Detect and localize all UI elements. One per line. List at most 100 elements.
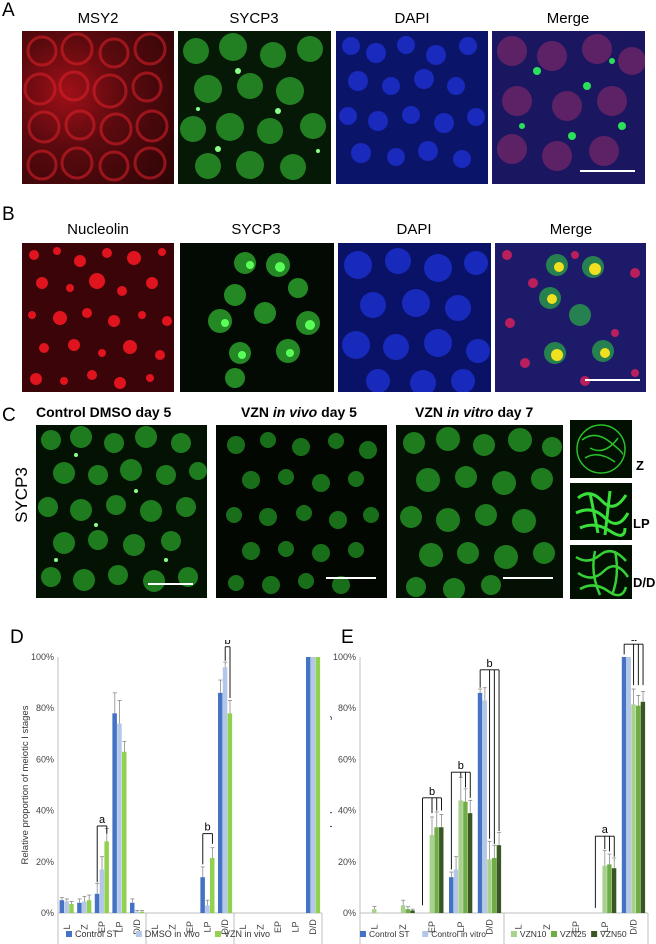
panel-d-category-label: D/D — [308, 919, 318, 935]
panel-b-nucleolin-image — [22, 243, 174, 392]
panel-b-label: B — [2, 204, 15, 225]
panel-d-bar — [134, 911, 140, 913]
panel-e-bar — [405, 909, 410, 913]
panel-b-scale-bar — [585, 379, 640, 381]
panel-c-stage-dd-label: D/D — [633, 575, 656, 590]
panel-a-label: A — [2, 0, 15, 21]
panel-c-stage-dd-texture — [575, 549, 630, 597]
panel-e-bar — [607, 864, 612, 913]
panel-e-bar — [434, 827, 439, 913]
panel-e-bar — [496, 845, 502, 913]
panel-c-stage-lp-label: LP — [633, 516, 650, 531]
panel-e-category-label: EP — [427, 921, 437, 933]
panel-e-legend-swatch — [510, 931, 517, 937]
panel-d-legend-label: DMSO in vivo — [145, 929, 200, 939]
panel-d-bar — [310, 657, 316, 913]
panel-d-category-label: L — [238, 924, 248, 929]
panel-e-legend-label: Control ST — [369, 929, 410, 939]
panel-c-label: C — [2, 405, 16, 426]
panel-a-msy2-texture — [23, 32, 169, 182]
panel-e-label: E — [341, 627, 354, 648]
panel-d-bar — [139, 911, 145, 913]
panel-c-stage-lp-image — [570, 483, 632, 540]
panel-e-y-tick-label: 100% — [333, 652, 356, 662]
panel-e-bar — [453, 869, 459, 913]
panel-e-category-label: D/D — [485, 919, 495, 935]
panel-b-title-3: DAPI — [396, 221, 432, 238]
panel-c-vzn-vitro-texture — [400, 427, 562, 598]
panel-d-bar — [117, 723, 122, 913]
panel-d-bar — [94, 893, 100, 913]
panel-c-subtitle-3-post: day 7 — [493, 404, 534, 420]
panel-c-subtitle-2-post: day 5 — [317, 404, 357, 420]
panel-d-y-tick-label: 0% — [41, 908, 54, 918]
panel-e-bar — [640, 701, 646, 913]
panel-b-title-2: SYCP3 — [231, 221, 281, 238]
panel-d-bar — [64, 901, 69, 913]
panel-d-bar — [69, 904, 74, 913]
panel-e-bar — [635, 705, 641, 913]
panel-e-bar — [372, 909, 377, 913]
panel-a-merge-texture — [497, 34, 645, 171]
panel-e-bar — [491, 857, 497, 913]
panel-a-msy2-image — [22, 31, 174, 184]
panel-d-bar — [315, 657, 321, 913]
panel-d-y-axis-label: Relative proportion of meiotic I stages — [20, 705, 31, 864]
panel-e-significance-label: a — [602, 824, 609, 836]
panel-d-significance-label: b — [225, 640, 231, 647]
panel-a-title-1: MSY2 — [77, 10, 119, 27]
panel-a-merge-image — [492, 31, 645, 184]
panel-c-control-image — [36, 425, 207, 598]
panel-b-dapi-image — [338, 243, 491, 392]
panel-e-legend-label: VZN25 — [560, 929, 587, 939]
panel-c-subtitle-1-text: Control DMSO day 5 — [36, 404, 172, 420]
panel-e-bar — [439, 827, 444, 913]
panel-b-merge-image — [495, 243, 646, 392]
panel-e-bar — [400, 905, 406, 913]
panel-a-dapi-image — [336, 31, 488, 184]
panel-c-stage-lp-texture — [575, 490, 630, 537]
panel-b-sycp3-texture — [208, 252, 320, 388]
panel-b-sycp3-image — [180, 243, 334, 392]
panel-e-bar — [626, 657, 631, 913]
panel-c-stage-z-texture — [576, 424, 626, 474]
panel-e-category-label: Z — [398, 924, 408, 930]
panel-e-category-label: L — [369, 924, 379, 929]
panel-e-significance-label: b — [458, 760, 464, 772]
panel-d-significance-label: a — [99, 814, 106, 826]
panel-d-category-label: EP — [185, 921, 195, 933]
panel-c-scale-bar-2 — [326, 577, 376, 579]
panel-d-category-label: D/D — [132, 919, 142, 935]
panel-e-significance-label: a — [631, 640, 638, 644]
panel-d-bar — [86, 900, 92, 913]
panel-b-dapi-texture — [342, 248, 490, 392]
panel-e-category-label: EP — [571, 921, 581, 933]
panel-c-vzn-vivo-image — [216, 425, 387, 598]
panel-d-bar — [227, 713, 233, 913]
panel-e-y-tick-label: 80% — [338, 703, 356, 713]
panel-a-dapi-texture — [339, 36, 485, 168]
panel-c-subtitle-1: Control DMSO day 5 — [36, 404, 171, 420]
panel-e-y-tick-label: 60% — [338, 754, 356, 764]
panel-d-bar — [122, 751, 127, 913]
panel-c-stage-z-image — [570, 420, 632, 478]
panel-c-subtitle-3: VZN in vitro day 7 — [415, 404, 533, 420]
panel-d-y-tick-label: 60% — [36, 754, 54, 764]
panel-e-legend-swatch — [591, 931, 598, 937]
panel-d-bar — [205, 905, 210, 913]
panel-a-scale-bar — [580, 170, 635, 172]
panel-c-subtitle-2-pre: VZN — [241, 404, 273, 420]
panel-d-category-label: EP — [97, 921, 107, 933]
panel-e-bar — [429, 834, 435, 913]
panel-d-bar — [59, 900, 65, 913]
panel-d-legend-swatch — [135, 931, 142, 937]
panel-d-y-tick-label: 40% — [36, 806, 54, 816]
panel-a-sycp3-texture — [180, 33, 326, 180]
panel-a-title-2: SYCP3 — [229, 10, 279, 27]
panel-c-control-texture — [38, 426, 207, 592]
panel-c-subtitle-2-ital: in vivo — [272, 404, 318, 420]
panel-e-category-label: D/D — [629, 919, 639, 935]
panel-a-title-4: Merge — [546, 10, 590, 27]
panel-d-legend-swatch — [214, 931, 221, 937]
panel-e-y-axis-label: Relative proportion of meiotic I stages — [330, 705, 333, 864]
